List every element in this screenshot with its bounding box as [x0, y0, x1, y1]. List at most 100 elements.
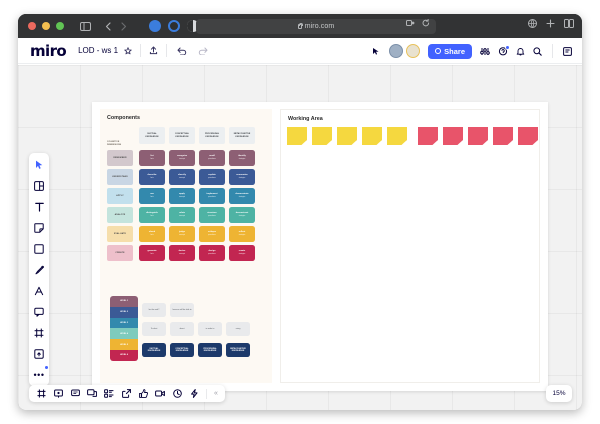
- sticky-note[interactable]: [387, 127, 407, 145]
- level-item[interactable]: LEVEL 6: [110, 349, 138, 361]
- panel-icon[interactable]: [563, 46, 572, 56]
- matrix-cell[interactable]: deconstruct strategies: [229, 207, 255, 223]
- voting-icon[interactable]: [189, 389, 199, 399]
- sticky-note[interactable]: [337, 127, 357, 145]
- sidebar-toggle-icon[interactable]: [80, 21, 91, 31]
- templates-tool-icon[interactable]: [33, 179, 46, 192]
- apps-icon[interactable]: [104, 389, 114, 399]
- timer-icon[interactable]: [172, 389, 182, 399]
- presentation-icon[interactable]: [53, 389, 63, 399]
- matrix-cell[interactable]: devise concepts: [169, 245, 195, 261]
- sticky-note[interactable]: [468, 127, 488, 145]
- window-controls[interactable]: [28, 22, 64, 30]
- matrix-cell[interactable]: demonstrate strategies: [229, 188, 255, 204]
- level-item[interactable]: LEVEL 3: [110, 317, 138, 329]
- matrix-cell[interactable]: check facts: [139, 226, 165, 242]
- reactions-icon[interactable]: [138, 389, 148, 399]
- gray-chip[interactable]: about: [170, 322, 194, 336]
- matrix-cell[interactable]: relate concepts: [169, 207, 195, 223]
- miro-logo[interactable]: miro: [30, 41, 67, 60]
- matrix-cell[interactable]: classify concepts: [169, 169, 195, 185]
- upload-icon[interactable]: [149, 46, 158, 55]
- board-canvas[interactable]: ••• Components COGNITIVE DIMENSIONS FACT…: [18, 65, 582, 410]
- comment-tool-icon[interactable]: [33, 305, 46, 318]
- level-item[interactable]: LEVEL 4: [110, 328, 138, 340]
- collapse-toolbar-button[interactable]: «: [214, 390, 218, 397]
- matrix-cell[interactable]: list facts: [139, 150, 165, 166]
- browser-tab-pills[interactable]: [149, 20, 199, 32]
- matrix-cell[interactable]: identify strategies: [229, 150, 255, 166]
- left-toolbar[interactable]: •••: [29, 153, 49, 386]
- matrix-cell[interactable]: recognize concepts: [169, 150, 195, 166]
- matrix-cell[interactable]: apply concepts: [169, 188, 195, 204]
- sticky-note[interactable]: [418, 127, 438, 145]
- matrix-cell[interactable]: summarize strategies: [229, 169, 255, 185]
- tab-pill-2-icon[interactable]: [168, 20, 180, 32]
- upload-tool-icon[interactable]: [33, 347, 46, 360]
- board-title[interactable]: LOD - ws 1: [78, 46, 119, 55]
- reload-icon[interactable]: [422, 19, 430, 27]
- cursor-tool-icon[interactable]: [33, 158, 46, 171]
- zoom-level-indicator[interactable]: 15%: [546, 385, 572, 402]
- navy-chip[interactable]: METACOGNITIVE KNOWLEDGE: [226, 343, 250, 357]
- matrix-cell[interactable]: describe facts: [139, 169, 165, 185]
- matrix-cell[interactable]: design procedures: [199, 245, 225, 261]
- comments-icon[interactable]: [87, 389, 97, 399]
- shape-tool-icon[interactable]: [33, 242, 46, 255]
- frame-tool-icon[interactable]: [33, 326, 46, 339]
- add-tab-icon[interactable]: [546, 19, 555, 28]
- tab-pill-1-icon[interactable]: [149, 20, 161, 32]
- frame-working-area[interactable]: Working Area: [280, 109, 540, 383]
- navy-chip[interactable]: FACTUAL KNOWLEDGE: [142, 343, 166, 357]
- undo-redo-group[interactable]: [177, 47, 208, 55]
- sticky-note[interactable]: [312, 127, 332, 145]
- frames-icon[interactable]: [36, 389, 46, 399]
- gray-chip[interactable]: learners will be able to: [170, 303, 194, 317]
- matrix-cell[interactable]: generate facts: [139, 245, 165, 261]
- video-chat-icon[interactable]: [155, 389, 165, 399]
- matrix-cell[interactable]: reflect strategies: [229, 226, 255, 242]
- avatar[interactable]: [406, 44, 421, 58]
- cursor-visibility-icon[interactable]: [372, 47, 381, 56]
- share-browser-icon[interactable]: [528, 19, 537, 28]
- connector-tool-icon[interactable]: [33, 284, 46, 297]
- gray-chip[interactable]: To what: [142, 322, 166, 336]
- bottom-toolbar[interactable]: «: [29, 385, 225, 402]
- more-tools-icon[interactable]: •••: [33, 366, 48, 380]
- urlbar-right-icons[interactable]: [406, 19, 430, 27]
- maximize-window-button[interactable]: [56, 22, 64, 30]
- level-item[interactable]: LEVEL 1: [110, 296, 138, 307]
- undo-icon[interactable]: [177, 47, 187, 55]
- frame-components[interactable]: Components COGNITIVE DIMENSIONS FACTUAL …: [100, 109, 272, 383]
- gray-chip[interactable]: in order to: [198, 322, 222, 336]
- export-icon[interactable]: [121, 389, 131, 399]
- avatar[interactable]: [389, 44, 404, 58]
- sticky-note[interactable]: [493, 127, 513, 145]
- matrix-cell[interactable]: critique procedures: [199, 226, 225, 242]
- sticky-note[interactable]: [287, 127, 307, 145]
- pen-tool-icon[interactable]: [33, 263, 46, 276]
- gray-chip[interactable]: using: [226, 322, 250, 336]
- sticky-note[interactable]: [443, 127, 463, 145]
- chat-icon[interactable]: [70, 389, 80, 399]
- matrix-cell[interactable]: recall procedures: [199, 150, 225, 166]
- bell-icon[interactable]: [516, 47, 525, 56]
- sticky-note[interactable]: [518, 127, 538, 145]
- level-stack[interactable]: LEVEL 1 LEVEL 2 LEVEL 3 LEVEL 4 LEVEL 5 …: [110, 296, 138, 361]
- matrix-cell[interactable]: judge concepts: [169, 226, 195, 242]
- navy-chip[interactable]: PROCEDURAL KNOWLEDGE: [198, 343, 222, 357]
- comment-icon[interactable]: [498, 44, 510, 56]
- back-icon[interactable]: [105, 21, 111, 31]
- search-icon[interactable]: [533, 46, 542, 56]
- matrix-cell[interactable]: use facts: [139, 188, 165, 204]
- minimize-window-button[interactable]: [42, 22, 50, 30]
- share-button[interactable]: Share: [428, 43, 472, 59]
- navy-chip[interactable]: CONCEPTUAL KNOWLEDGE: [170, 343, 194, 357]
- star-icon[interactable]: [124, 46, 132, 55]
- gray-chip[interactable]: be the verb?: [142, 303, 166, 317]
- level-item[interactable]: LEVEL 2: [110, 306, 138, 318]
- matrix-cell[interactable]: distinguish facts: [139, 207, 165, 223]
- extensions-icon[interactable]: [406, 19, 415, 27]
- settings-sliders-icon[interactable]: [480, 47, 490, 56]
- text-tool-icon[interactable]: [33, 200, 46, 213]
